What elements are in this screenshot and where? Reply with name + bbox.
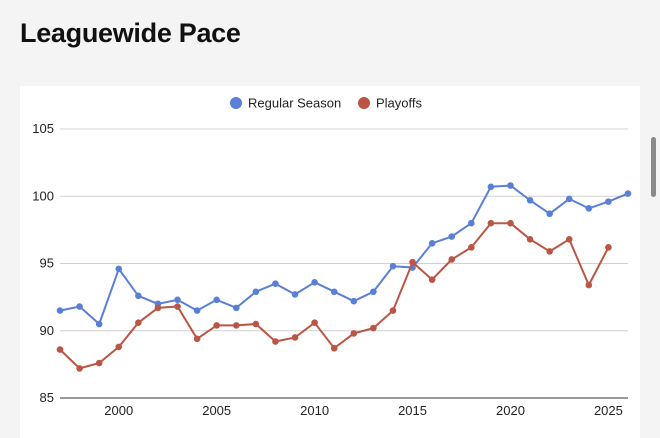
- data-point-playoffs-2020: [507, 219, 514, 227]
- x-tick-label-2005: 2005: [202, 403, 231, 418]
- legend-marker-playoffs: [358, 97, 370, 109]
- data-point-playoffs-2023: [565, 235, 573, 243]
- data-point-playoffs-2006: [232, 322, 240, 329]
- data-point-regular-season-2006: [232, 304, 240, 312]
- legend-marker-regular-season: [230, 97, 242, 109]
- data-point-playoffs-2004: [193, 335, 201, 343]
- data-point-regular-season-2000: [115, 265, 123, 273]
- x-tick-label-2000: 2000: [104, 403, 133, 418]
- data-point-regular-season-2016: [428, 240, 436, 247]
- page-title: Leaguewide Pace: [20, 18, 241, 48]
- data-point-regular-season-1997: [56, 307, 64, 314]
- y-tick-label-100: 100: [32, 188, 54, 203]
- legend-label-regular-season: Regular Season: [248, 96, 341, 111]
- x-tick-label-2015: 2015: [398, 403, 427, 418]
- data-point-playoffs-2014: [389, 307, 397, 314]
- vertical-scrollbar-thumb[interactable]: [651, 137, 656, 197]
- data-point-playoffs-2001: [135, 319, 142, 326]
- x-tick-label-2010: 2010: [300, 403, 329, 418]
- data-point-playoffs-2008: [272, 338, 279, 345]
- data-point-regular-season-2018: [468, 219, 475, 227]
- data-point-playoffs-2010: [311, 319, 318, 326]
- data-point-regular-season-2012: [350, 297, 358, 305]
- data-point-regular-season-2004: [193, 307, 201, 314]
- data-point-playoffs-2019: [487, 219, 495, 227]
- data-point-regular-season-2011: [330, 288, 338, 296]
- data-point-playoffs-2024: [585, 281, 593, 289]
- data-point-regular-season-2020: [507, 182, 514, 189]
- data-point-playoffs-2015: [409, 258, 416, 266]
- data-point-playoffs-2009: [291, 334, 299, 341]
- y-tick-label-105: 105: [32, 121, 54, 136]
- data-point-regular-season-2010: [311, 279, 318, 286]
- data-point-regular-season-2017: [448, 233, 456, 240]
- series-line-regular-season: [59, 184, 629, 325]
- data-point-playoffs-2025: [605, 244, 612, 251]
- data-point-playoffs-2017: [448, 256, 456, 263]
- data-point-playoffs-2002: [154, 304, 162, 312]
- data-point-regular-season-2022: [546, 210, 553, 218]
- y-tick-label-95: 95: [40, 256, 54, 271]
- data-point-playoffs-1998: [76, 365, 83, 372]
- data-point-playoffs-2011: [330, 344, 338, 352]
- data-point-regular-season-1998: [76, 303, 83, 310]
- data-point-regular-season-2001: [135, 292, 142, 300]
- data-point-playoffs-2000: [115, 343, 123, 351]
- data-point-playoffs-2013: [370, 324, 377, 332]
- data-point-playoffs-2003: [174, 303, 181, 310]
- data-point-regular-season-2014: [389, 262, 397, 270]
- data-point-regular-season-2009: [291, 291, 299, 298]
- data-point-regular-season-2021: [526, 196, 534, 204]
- data-point-regular-season-2005: [213, 296, 220, 304]
- data-point-playoffs-2016: [428, 276, 436, 283]
- data-point-playoffs-1999: [95, 359, 103, 367]
- legend-label-playoffs: Playoffs: [376, 96, 423, 111]
- data-point-regular-season-1999: [95, 320, 103, 328]
- data-point-regular-season-2023: [565, 195, 573, 203]
- data-point-regular-season-2024: [585, 205, 593, 212]
- line-chart: 85 90 95 100 105 2000 2005 2010 2015 2020 2025 Regu…: [32, 96, 632, 418]
- data-point-regular-season-2026: [624, 190, 632, 197]
- x-tick-label-2020: 2020: [496, 403, 525, 418]
- data-point-playoffs-2005: [213, 322, 220, 329]
- y-tick-label-85: 85: [40, 390, 54, 405]
- data-point-regular-season-2008: [272, 280, 279, 287]
- data-point-playoffs-2012: [350, 330, 358, 337]
- data-point-regular-season-2019: [487, 183, 495, 191]
- data-point-regular-season-2007: [252, 288, 260, 296]
- data-point-playoffs-2021: [526, 235, 534, 243]
- data-point-regular-season-2025: [605, 198, 612, 205]
- data-point-playoffs-1997: [56, 346, 64, 353]
- x-tick-label-2025: 2025: [594, 403, 623, 418]
- data-point-playoffs-2007: [252, 320, 260, 328]
- chart-card: 85 90 95 100 105 2000 2005 2010 2015 2020 2025 Regu…: [20, 86, 640, 438]
- data-point-regular-season-2003: [174, 296, 181, 304]
- data-point-playoffs-2018: [468, 244, 475, 251]
- y-tick-label-90: 90: [40, 323, 54, 338]
- data-point-playoffs-2022: [546, 248, 553, 255]
- data-point-regular-season-2013: [370, 288, 377, 296]
